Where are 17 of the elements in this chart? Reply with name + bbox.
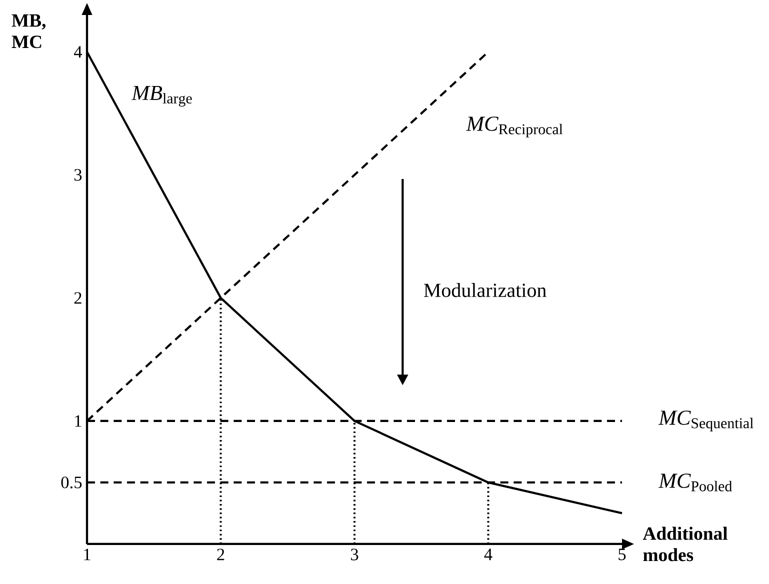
annotation: Modularization [424, 283, 546, 298]
x-tick-label: 2 [217, 548, 224, 560]
y-tick-label: 4 [74, 46, 82, 58]
text: $MC_{\mathrm{Reciprocal}}$ [466, 116, 563, 138]
x-tick-label: 3 [351, 548, 358, 560]
y-axis-title: MB, MC [12, 14, 46, 48]
x-axis-title: Additional modes [642, 526, 728, 562]
x-tick-label: 5 [618, 548, 626, 560]
y-tick-label: 2 [74, 292, 82, 304]
x-tick-label: 1 [84, 548, 90, 560]
y-tick-label: 1 [75, 415, 82, 427]
series-label: $MB_{\mathrm{large}}$ [131, 86, 192, 107]
text: $MC_{\mathrm{Pooled}}$ [658, 474, 732, 492]
y-tick-label: 3 [74, 169, 82, 181]
x-tick-label: 4 [484, 548, 492, 560]
y-tick-label: 0.5 [61, 476, 82, 488]
text: $MC_{\mathrm{Sequential}}$ [658, 410, 754, 432]
